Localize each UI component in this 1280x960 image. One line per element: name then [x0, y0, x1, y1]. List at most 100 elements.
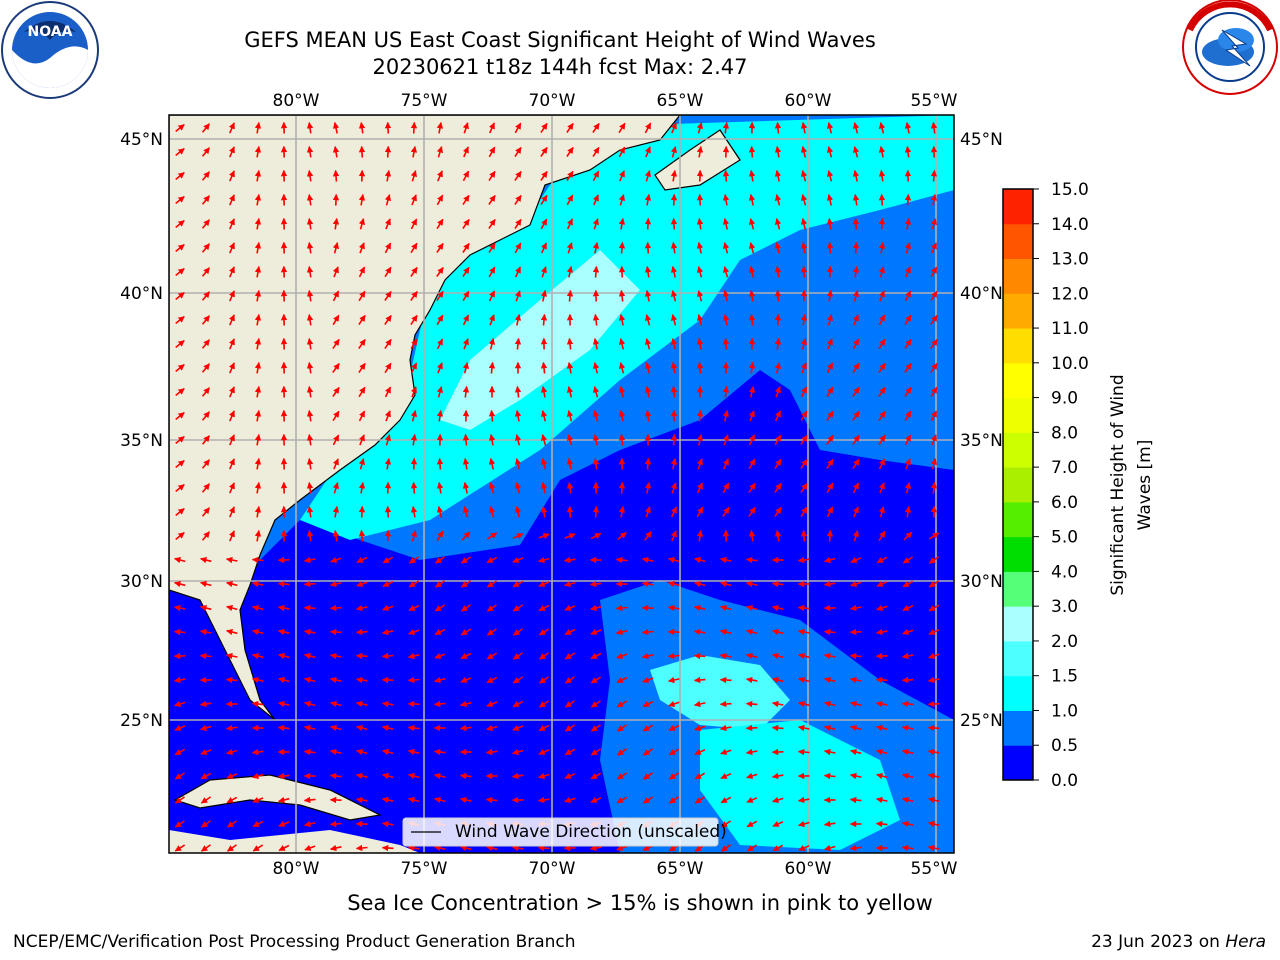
wind-wave-arrow — [228, 362, 235, 374]
wind-wave-arrow — [175, 411, 185, 421]
wind-wave-arrow — [722, 242, 730, 254]
wind-wave-arrow — [540, 410, 548, 422]
wind-wave-arrow — [175, 387, 185, 397]
wind-wave-arrow — [696, 529, 704, 542]
wind-wave-arrow — [566, 434, 574, 446]
wind-wave-arrow — [564, 533, 576, 540]
wind-wave-arrow — [719, 628, 732, 636]
wind-wave-arrow — [356, 556, 368, 564]
wind-wave-arrow — [488, 433, 496, 446]
wind-wave-arrow — [826, 217, 834, 230]
wind-wave-arrow — [930, 386, 938, 398]
wind-wave-arrow — [277, 628, 290, 636]
wind-wave-arrow — [512, 556, 524, 563]
colorbar-segment — [1003, 223, 1033, 260]
colorbar-segment — [1003, 467, 1033, 503]
wind-wave-arrow — [878, 506, 886, 518]
wind-wave-arrow — [332, 242, 340, 254]
wind-wave-arrow — [460, 652, 472, 660]
wind-wave-arrow — [254, 481, 262, 494]
wind-wave-arrow — [278, 796, 290, 804]
wind-wave-arrow — [852, 410, 860, 421]
wind-wave-arrow — [644, 531, 652, 541]
wind-wave-arrow — [592, 313, 600, 326]
wind-wave-arrow — [618, 217, 626, 230]
wind-wave-arrow — [410, 290, 418, 301]
wind-wave-arrow — [462, 457, 470, 470]
wind-wave-arrow — [488, 506, 496, 518]
wind-wave-arrow — [670, 217, 678, 230]
wind-wave-arrow — [901, 844, 914, 852]
wind-wave-arrow — [410, 194, 417, 206]
wind-wave-arrow — [774, 169, 782, 182]
wind-wave-arrow — [748, 434, 756, 446]
wind-wave-arrow — [642, 772, 653, 780]
wind-wave-arrow — [826, 434, 834, 445]
wind-wave-arrow — [852, 193, 860, 206]
wind-wave-arrow — [329, 604, 342, 612]
wind-wave-arrow — [514, 337, 522, 350]
wind-wave-arrow — [175, 483, 185, 493]
wind-wave-arrow — [667, 676, 680, 684]
wind-wave-arrow — [175, 291, 185, 301]
colorbar-tick-label: 12.0 — [1051, 284, 1089, 304]
wind-wave-arrow — [774, 506, 782, 517]
wind-wave-arrow — [850, 724, 862, 732]
wind-wave-arrow — [381, 724, 394, 732]
wind-wave-arrow — [512, 676, 524, 684]
wind-wave-arrow — [772, 676, 784, 684]
wind-wave-arrow — [408, 604, 420, 612]
wind-wave-arrow — [641, 628, 654, 636]
wind-wave-arrow — [590, 796, 602, 803]
wind-wave-arrow — [332, 266, 339, 278]
wind-wave-arrow — [615, 628, 628, 636]
wind-wave-arrow — [407, 724, 420, 732]
wind-wave-arrow — [878, 169, 886, 182]
wind-wave-arrow — [670, 385, 678, 398]
wind-wave-arrow — [930, 362, 938, 374]
wind-wave-arrow — [722, 266, 730, 278]
wind-wave-arrow — [852, 530, 859, 542]
credit-line: NCEP/EMC/Verification Post Processing Pr… — [13, 932, 576, 952]
wind-wave-arrow — [303, 748, 316, 756]
colorbar-segment — [1003, 362, 1033, 399]
wind-wave-arrow — [462, 314, 470, 326]
wind-wave-arrow — [512, 604, 524, 612]
wind-wave-arrow — [329, 748, 342, 756]
date-line: 23 Jun 2023 on Hera — [1091, 932, 1266, 952]
wind-wave-arrow — [358, 242, 365, 254]
wind-wave-arrow — [748, 218, 756, 230]
wind-wave-arrow — [254, 121, 262, 134]
host-name: Hera — [1225, 932, 1266, 952]
wind-wave-arrow — [540, 194, 548, 206]
lat-labels-left: 45°N 40°N 35°N 30°N 25°N — [120, 130, 163, 731]
wind-wave-arrow — [201, 483, 211, 493]
wind-wave-arrow — [228, 290, 235, 302]
title-line-1: GEFS MEAN US East Coast Significant Heig… — [244, 28, 876, 52]
wind-wave-arrow — [434, 604, 446, 612]
wind-wave-arrow — [252, 796, 264, 803]
wind-wave-arrow — [175, 219, 185, 229]
wind-wave-arrow — [303, 628, 316, 636]
wind-wave-arrow — [644, 506, 651, 518]
wind-wave-arrow — [436, 314, 444, 326]
wind-wave-arrow — [486, 676, 498, 684]
wind-wave-arrow — [407, 748, 420, 756]
colorbar-segment — [1003, 606, 1033, 642]
wind-wave-arrow — [355, 628, 368, 636]
wind-wave-arrow — [306, 481, 314, 494]
lat-label: 35°N — [960, 431, 1003, 451]
wind-wave-arrow — [928, 652, 940, 659]
map-frame — [168, 114, 955, 854]
wind-wave-arrow — [641, 652, 654, 660]
wind-wave-arrow — [382, 604, 394, 611]
wind-wave-arrow — [722, 169, 730, 182]
wind-wave-arrow — [826, 314, 834, 326]
wind-wave-arrow — [329, 772, 342, 780]
wind-wave-arrow — [540, 242, 548, 254]
wind-wave-arrow — [512, 700, 524, 708]
wind-wave-arrow — [486, 844, 498, 852]
lat-label: 25°N — [120, 711, 163, 731]
wind-wave-arrow — [538, 628, 550, 636]
wind-wave-arrow — [199, 652, 212, 660]
